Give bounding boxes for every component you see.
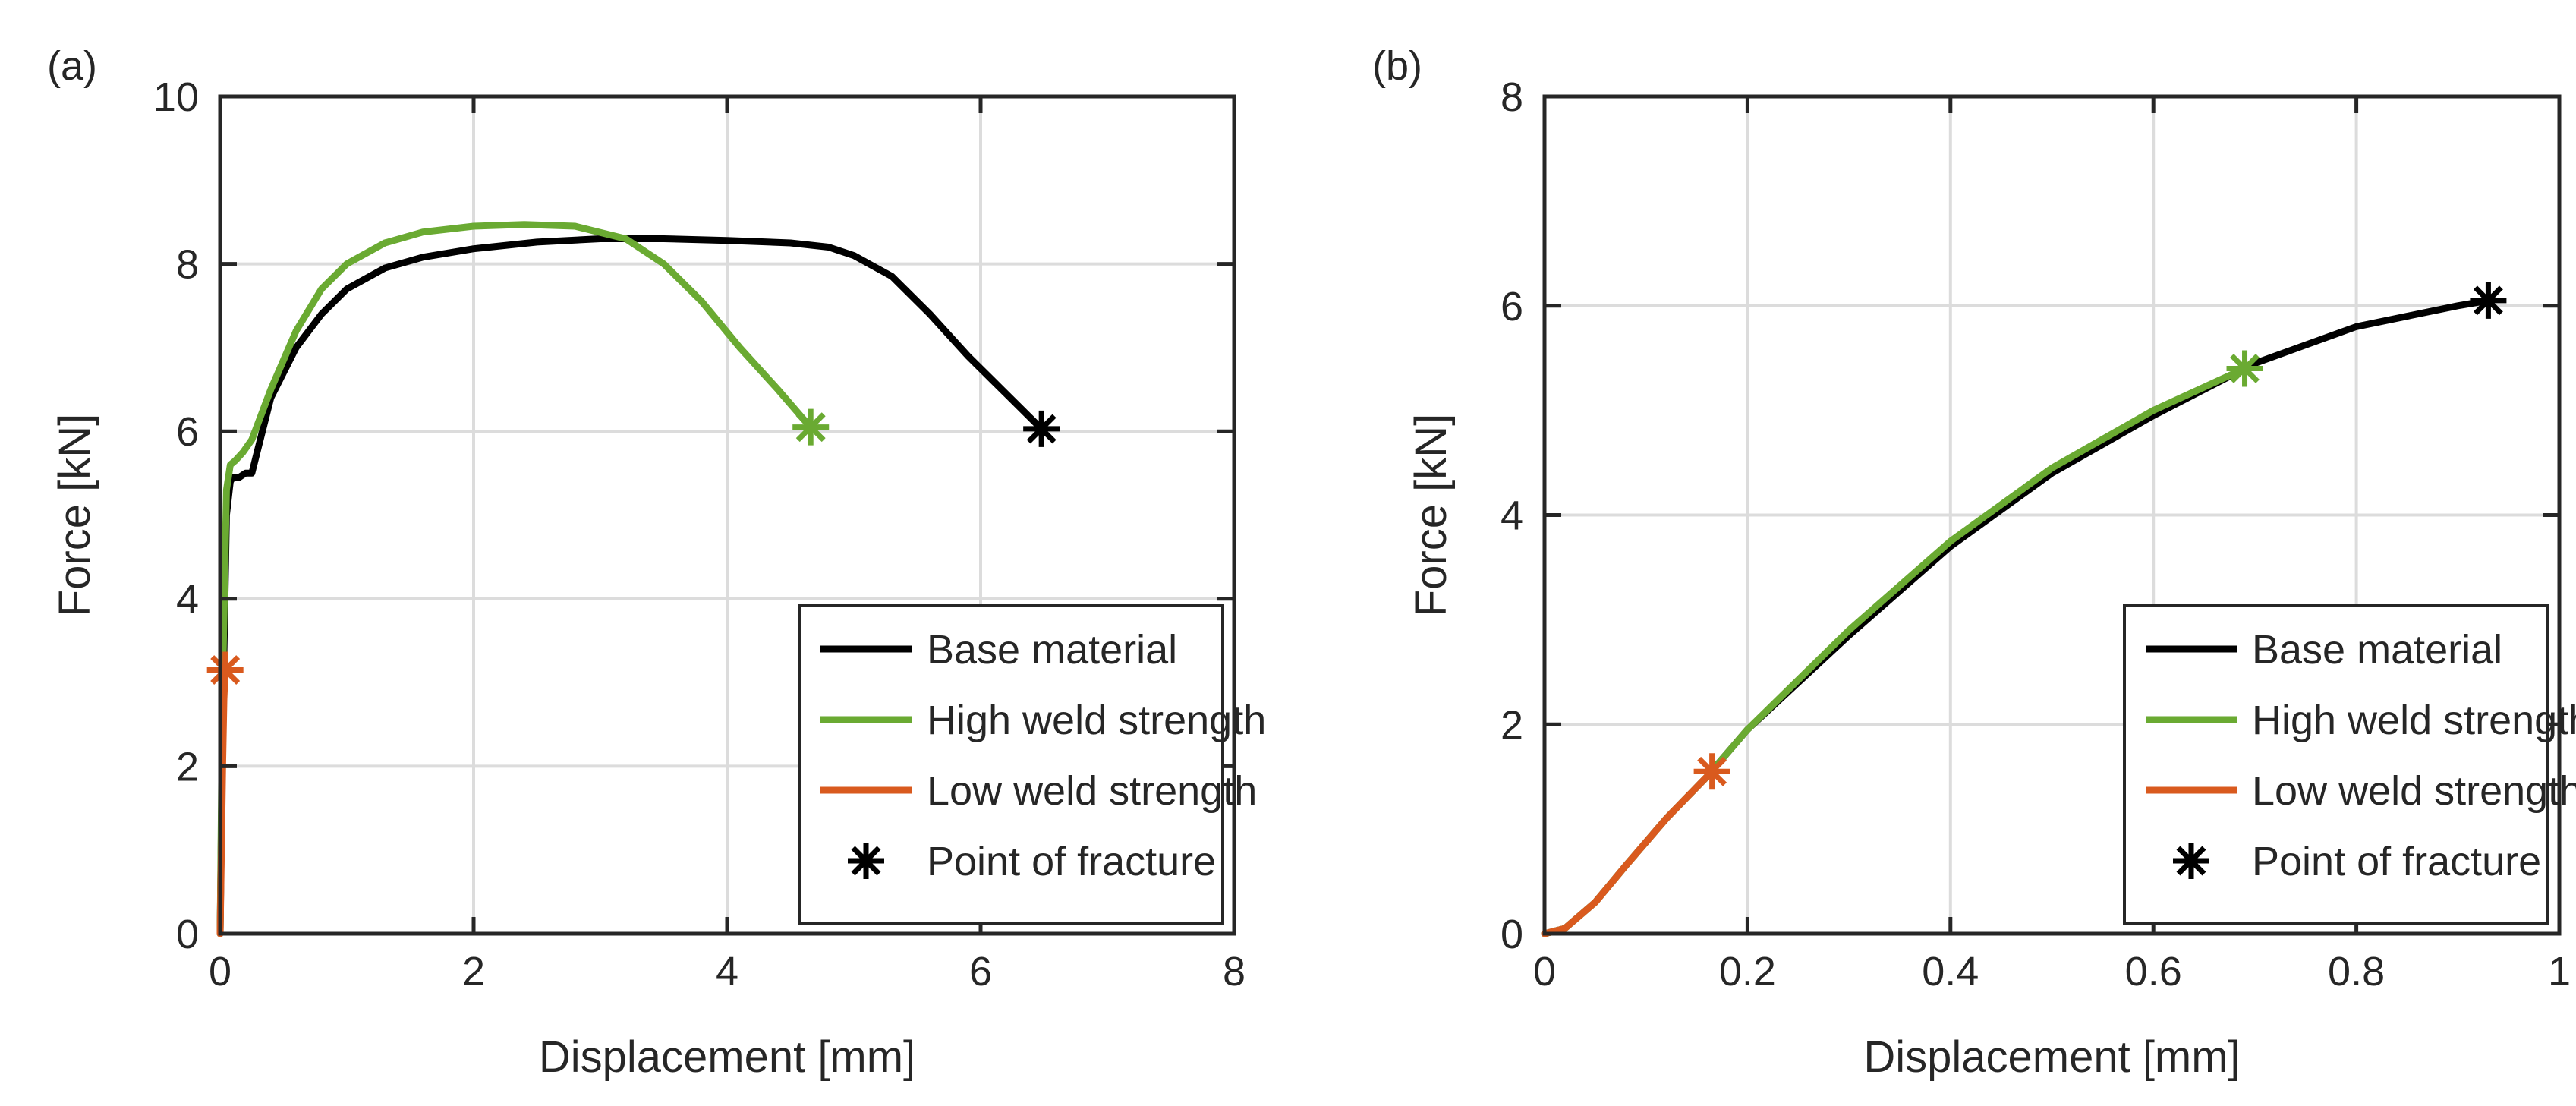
series-line-high [216, 221, 814, 937]
legend-item: High weld strength [2146, 698, 2576, 743]
y-tick-label: 8 [1501, 74, 1523, 120]
legend-label: Point of fracture [927, 839, 1216, 884]
legend-fracture-marker [848, 843, 884, 879]
y-tick-label: 8 [176, 242, 199, 288]
y-tick-label: 0 [176, 912, 199, 957]
series-line-base [216, 235, 1045, 937]
y-tick-label: 2 [176, 744, 199, 789]
legend-label: Low weld strength [927, 768, 1257, 814]
legend: Base material High weld strength Low weld … [798, 604, 1266, 925]
legend-label: Low weld strength [2252, 768, 2576, 814]
y-tick-label: 10 [153, 74, 199, 120]
legend-item: High weld strength [820, 698, 1266, 743]
series-line-low [1541, 767, 1716, 937]
panel-label: (a) [47, 43, 97, 89]
fracture-marker-base [1023, 410, 1060, 447]
x-tick-label: 4 [716, 949, 738, 994]
legend-item: Base material [820, 627, 1177, 673]
legend-label: Base material [927, 627, 1177, 673]
legend-fracture-marker [2173, 843, 2209, 879]
y-tick-label: 6 [1501, 284, 1523, 329]
y-tick-label: 4 [1501, 493, 1523, 539]
y-axis-label: Force [kN] [50, 414, 99, 617]
y-axis-label: Force [kN] [1406, 414, 1456, 617]
legend-label: Point of fracture [2252, 839, 2541, 884]
x-tick-label: 6 [969, 949, 992, 994]
x-axis-label: Displacement [mm] [539, 1032, 915, 1082]
y-tick-label: 6 [176, 409, 199, 455]
legend-label: High weld strength [927, 698, 1266, 743]
legend-item: Low weld strength [2146, 768, 2576, 814]
legend: Base material High weld strength Low weld … [2123, 604, 2576, 925]
x-axis-label: Displacement [mm] [1863, 1032, 2240, 1082]
legend-box [798, 604, 1224, 925]
fracture-marker-low [206, 651, 244, 688]
x-tick-label: 0 [1533, 949, 1556, 994]
y-tick-label: 4 [176, 577, 199, 622]
y-tick-label: 0 [1501, 912, 1523, 957]
legend-label: High weld strength [2252, 698, 2576, 743]
legend-label: Base material [2252, 627, 2502, 673]
x-tick-label: 0.8 [2328, 949, 2385, 994]
fracture-marker-high [792, 408, 830, 446]
x-tick-label: 0.6 [2125, 949, 2182, 994]
x-tick-label: 0 [209, 949, 231, 994]
x-tick-label: 1 [2548, 949, 2571, 994]
x-tick-label: 0.2 [1719, 949, 1776, 994]
chart-panel-a: 0 2 4 6 8 0 2 4 6 8 10 Displacement [mm] Force [kN] (… [47, 43, 1266, 1082]
legend-box [2123, 604, 2549, 925]
legend-item: Base material [2146, 627, 2502, 673]
legend-item: Point of fracture [848, 839, 1216, 884]
fracture-marker-high [2226, 350, 2263, 387]
x-tick-label: 2 [462, 949, 485, 994]
x-tick-label: 0.4 [1922, 949, 1979, 994]
legend-item: Point of fracture [2173, 839, 2541, 884]
legend-item: Low weld strength [820, 768, 1257, 814]
fracture-marker-low [1693, 753, 1730, 790]
fracture-marker-base [2470, 282, 2507, 319]
y-tick-label: 2 [1501, 702, 1523, 748]
x-tick-label: 8 [1223, 949, 1245, 994]
panel-label: (b) [1372, 43, 1422, 89]
chart-panel-b: 0 0.2 0.4 0.6 0.8 1 0 2 4 6 8 Displacement [mm] Forc… [1372, 43, 2576, 1082]
